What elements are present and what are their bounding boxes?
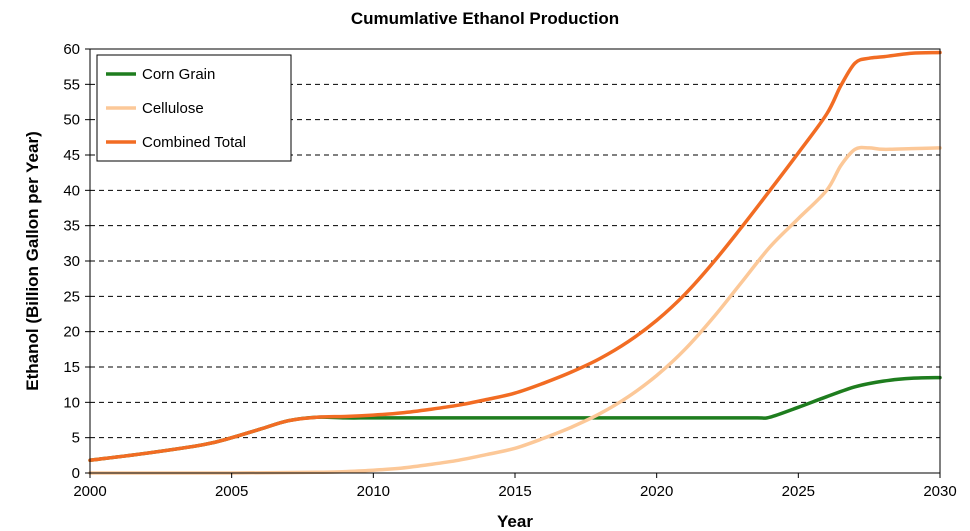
y-tick-label: 15 [63,359,80,376]
y-tick-label: 50 [63,112,80,129]
y-tick-label: 10 [63,394,80,411]
legend-label-cellulose: Cellulose [142,100,204,117]
y-tick-label: 55 [63,76,80,93]
x-tick-label: 2010 [357,483,390,500]
y-tick-label: 40 [63,182,80,199]
x-tick-label: 2030 [923,483,956,500]
y-tick-label: 35 [63,218,80,235]
y-tick-label: 45 [63,147,80,164]
x-axis-title: Year [497,512,533,531]
x-tick-label: 2020 [640,483,673,500]
legend-label-corn-grain: Corn Grain [142,66,215,83]
series-line-cellulose [88,145,942,475]
x-tick-label: 2000 [73,483,106,500]
chart-title: Cumumlative Ethanol Production [351,9,619,28]
y-tick-label: 0 [72,465,80,482]
series-layer [88,50,942,475]
legend-label-combined-total: Combined Total [142,134,246,151]
y-axis: 0 5 10 15 20 25 30 35 40 45 50 55 60 [63,41,90,482]
legend: Corn Grain Cellulose Combined Total [96,54,292,162]
x-tick-label: 2005 [215,483,248,500]
y-tick-label: 25 [63,288,80,305]
y-tick-label: 30 [63,253,80,270]
y-tick-label: 20 [63,324,80,341]
x-tick-label: 2025 [782,483,815,500]
series-line-combined-total [88,50,942,463]
x-axis: 2000 2005 2010 2015 2020 2025 2030 [73,473,957,500]
y-axis-title: Ethanol (Billion Gallon per Year) [23,131,42,390]
y-tick-label: 5 [72,430,80,447]
grid [90,83,940,439]
y-tick-label: 60 [63,41,80,58]
x-tick-label: 2015 [498,483,531,500]
